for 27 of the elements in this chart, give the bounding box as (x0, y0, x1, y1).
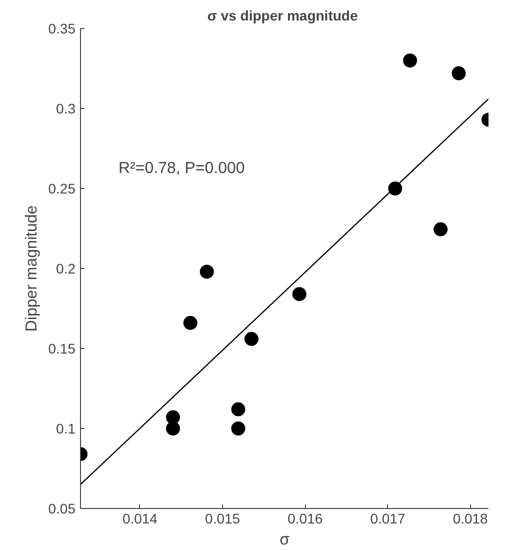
annotation: R²=0.78, P=0.000 (118, 160, 245, 177)
y-axis-title: Dipper magnitude (23, 205, 40, 332)
y-tick-label: 0.1 (56, 420, 76, 436)
point (166, 422, 180, 436)
y-tick-label: 0.25 (48, 180, 76, 196)
point (244, 332, 258, 346)
point (292, 287, 306, 302)
x-tick-label: 0.015 (205, 510, 240, 526)
point (388, 182, 402, 196)
x-axis-title: σ (280, 532, 290, 548)
x-tick-label: 0.014 (122, 510, 158, 526)
y-tick-label: 0.3 (56, 100, 76, 116)
point (434, 222, 448, 236)
point (231, 402, 246, 416)
y-tick-label: 0.05 (48, 500, 76, 516)
y-tick-label: 0.35 (48, 20, 76, 36)
x-tick-label: 0.018 (452, 510, 488, 526)
chart-title: σ vs dipper magnitude (207, 8, 358, 24)
y-tick-label: 0.2 (56, 260, 76, 276)
x-tick-label: 0.016 (288, 510, 323, 526)
point (200, 264, 214, 279)
y-tick-label: 0.15 (48, 340, 76, 356)
point (183, 316, 198, 330)
point (231, 422, 246, 436)
point (452, 66, 466, 80)
point (403, 54, 418, 68)
x-tick-label: 0.017 (370, 510, 406, 526)
